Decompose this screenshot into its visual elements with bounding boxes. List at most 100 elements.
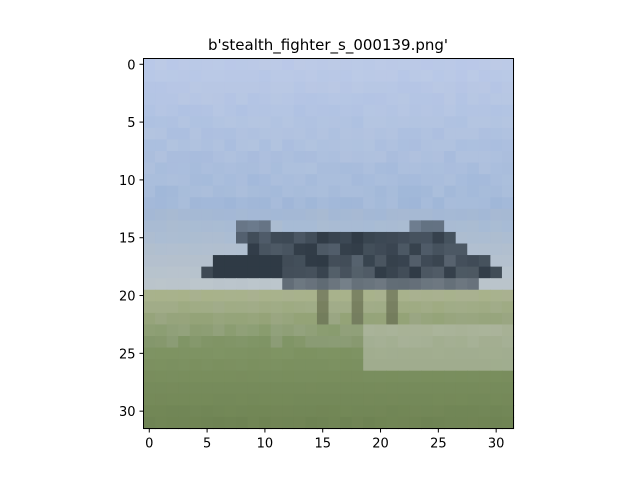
image-pixel bbox=[478, 324, 491, 337]
image-pixel bbox=[386, 70, 399, 83]
image-pixel bbox=[501, 139, 515, 152]
image-pixel bbox=[363, 58, 376, 71]
image-pixel bbox=[363, 220, 376, 233]
image-pixel bbox=[236, 81, 249, 94]
image-pixel bbox=[432, 382, 445, 395]
image-pixel bbox=[143, 255, 156, 268]
image-pixel bbox=[236, 151, 249, 164]
image-pixel bbox=[432, 231, 445, 245]
image-pixel bbox=[455, 370, 468, 383]
image-pixel bbox=[166, 393, 179, 406]
image-pixel bbox=[143, 324, 156, 337]
image-pixel bbox=[236, 347, 249, 360]
image-pixel bbox=[293, 324, 306, 337]
image-pixel bbox=[316, 185, 330, 198]
image-pixel bbox=[455, 116, 468, 129]
image-pixel bbox=[444, 93, 457, 106]
image-pixel bbox=[143, 162, 156, 175]
image-pixel bbox=[212, 266, 226, 279]
image-pixel bbox=[455, 127, 468, 141]
image-pixel bbox=[178, 197, 191, 210]
image-pixel bbox=[189, 93, 202, 106]
image-pixel bbox=[189, 220, 202, 233]
image-pixel bbox=[386, 174, 399, 187]
image-pixel bbox=[409, 416, 422, 430]
image-pixel bbox=[201, 324, 214, 337]
image-pixel bbox=[166, 416, 179, 430]
image-pixel bbox=[247, 127, 260, 141]
image-pixel bbox=[282, 104, 295, 117]
image-pixel bbox=[270, 70, 283, 83]
image-pixel bbox=[212, 70, 226, 83]
image-pixel bbox=[455, 324, 468, 337]
image-pixel bbox=[224, 382, 237, 395]
image-pixel bbox=[224, 208, 237, 221]
image-pixel bbox=[397, 139, 411, 152]
image-pixel bbox=[455, 359, 468, 372]
image-pixel bbox=[467, 93, 480, 106]
image-pixel bbox=[270, 197, 283, 210]
image-pixel bbox=[455, 58, 468, 71]
image-pixel bbox=[490, 266, 503, 279]
image-pixel bbox=[270, 81, 283, 94]
image-pixel bbox=[501, 151, 515, 164]
image-pixel bbox=[351, 266, 364, 279]
image-pixel bbox=[490, 336, 503, 349]
image-pixel bbox=[421, 359, 434, 372]
image-pixel bbox=[432, 370, 445, 383]
image-pixel bbox=[501, 393, 515, 406]
image-pixel bbox=[166, 324, 179, 337]
image-pixel bbox=[143, 70, 156, 83]
image-pixel bbox=[212, 104, 226, 117]
image-pixel bbox=[467, 231, 480, 245]
image-pixel bbox=[189, 185, 202, 198]
image-pixel bbox=[421, 405, 434, 418]
image-pixel bbox=[421, 93, 434, 106]
image-pixel bbox=[259, 151, 272, 164]
image-pixel bbox=[455, 70, 468, 83]
image-pixel bbox=[444, 104, 457, 117]
image-pixel bbox=[201, 231, 214, 245]
image-pixel bbox=[363, 174, 376, 187]
image-pixel bbox=[305, 416, 318, 430]
image-pixel bbox=[166, 116, 179, 129]
image-pixel bbox=[316, 278, 330, 291]
image-pixel bbox=[166, 336, 179, 349]
image-pixel bbox=[501, 243, 515, 256]
image-pixel bbox=[293, 255, 306, 268]
image-pixel bbox=[328, 139, 341, 152]
image-pixel bbox=[467, 116, 480, 129]
x-tick-label: 5 bbox=[203, 437, 211, 452]
image-pixel bbox=[490, 127, 503, 141]
image-pixel bbox=[293, 70, 306, 83]
image-pixel bbox=[201, 382, 214, 395]
image-pixel bbox=[478, 174, 491, 187]
image-pixel bbox=[432, 127, 445, 141]
image-pixel bbox=[374, 174, 387, 187]
image-pixel bbox=[467, 185, 480, 198]
image-pixel bbox=[259, 301, 272, 314]
image-pixel bbox=[201, 208, 214, 221]
image-pixel bbox=[490, 393, 503, 406]
image-pixel bbox=[432, 197, 445, 210]
image-pixel bbox=[444, 231, 457, 245]
image-pixel bbox=[351, 278, 364, 291]
image-pixel bbox=[212, 93, 226, 106]
image-pixel bbox=[478, 289, 491, 302]
image-pixel bbox=[282, 370, 295, 383]
image-pixel bbox=[155, 174, 168, 187]
image-pixel bbox=[201, 301, 214, 314]
image-pixel bbox=[189, 70, 202, 83]
image-pixel bbox=[212, 336, 226, 349]
image-pixel bbox=[467, 382, 480, 395]
image-pixel bbox=[328, 370, 341, 383]
image-pixel bbox=[316, 208, 330, 221]
image-pixel bbox=[374, 162, 387, 175]
image-pixel bbox=[467, 266, 480, 279]
image-pixel bbox=[467, 416, 480, 430]
image-pixel bbox=[328, 382, 341, 395]
image-pixel bbox=[328, 185, 341, 198]
image-pixel bbox=[236, 289, 249, 302]
image-pixel bbox=[305, 208, 318, 221]
image-pixel bbox=[478, 382, 491, 395]
